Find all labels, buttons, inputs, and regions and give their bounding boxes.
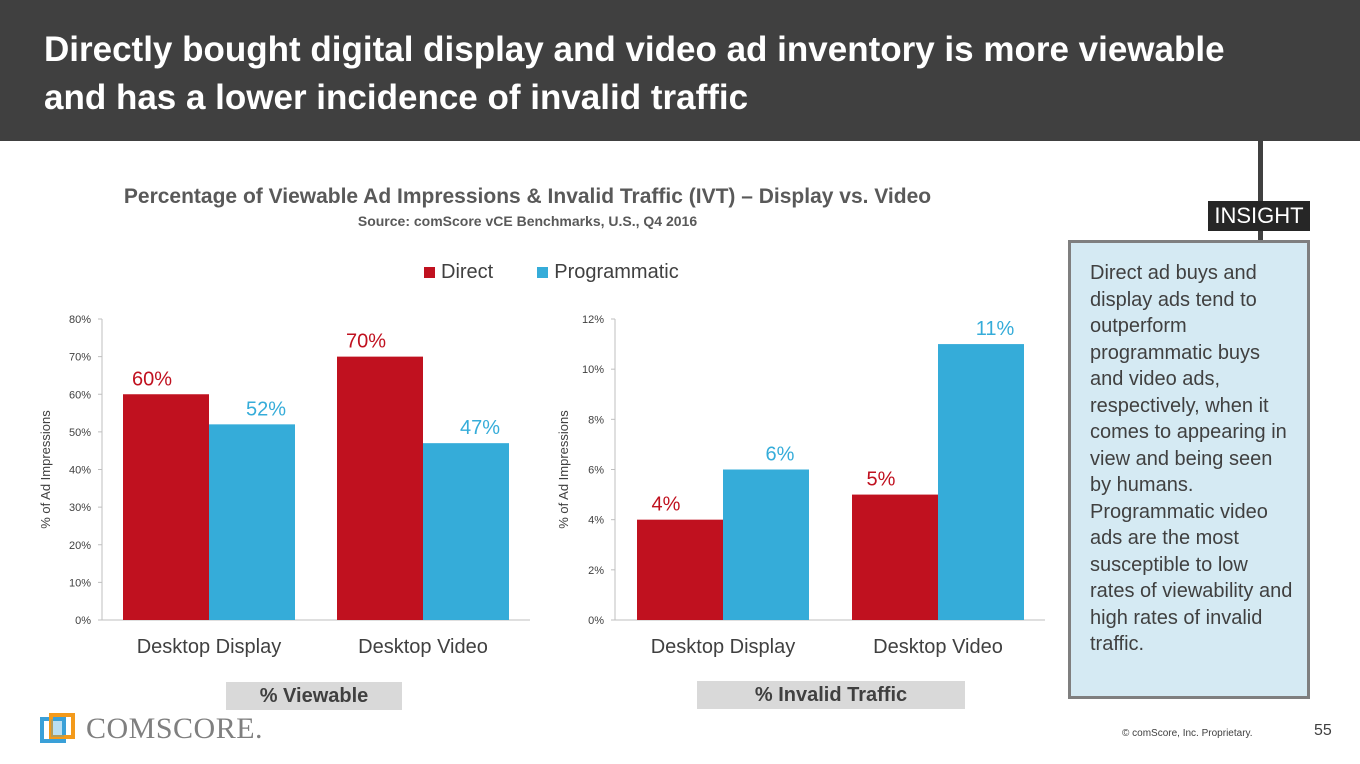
y-tick-label: 40% bbox=[69, 465, 91, 477]
bar-programmatic-desktop-display bbox=[209, 424, 295, 620]
insight-connector-line bbox=[1258, 141, 1263, 241]
legend-item-direct: Direct bbox=[424, 261, 493, 284]
bar-direct-desktop-video bbox=[337, 356, 423, 620]
bar-direct-desktop-video bbox=[852, 494, 938, 620]
bar-programmatic-desktop-video bbox=[938, 344, 1024, 620]
comscore-logo-text: COMSCORE. bbox=[86, 712, 264, 745]
y-tick-label: 50% bbox=[69, 427, 91, 439]
data-label-programmatic: 11% bbox=[976, 318, 1015, 340]
comscore-logo: COMSCORE. bbox=[40, 712, 263, 746]
y-tick-label: 8% bbox=[588, 414, 604, 426]
y-tick-label: 0% bbox=[588, 615, 604, 627]
chart-title: Percentage of Viewable Ad Impressions & … bbox=[123, 185, 932, 208]
insight-text: Direct ad buys and display ads tend to o… bbox=[1090, 262, 1293, 655]
bar-direct-desktop-display bbox=[123, 394, 209, 620]
bar-direct-desktop-display bbox=[637, 519, 723, 620]
y-tick-label: 80% bbox=[69, 314, 91, 326]
data-label-direct: 5% bbox=[867, 469, 896, 491]
x-category-label: Desktop Display bbox=[137, 636, 282, 658]
bar-programmatic-desktop-video bbox=[423, 443, 509, 620]
y-tick-label: 70% bbox=[69, 352, 91, 364]
data-label-programmatic: 6% bbox=[766, 444, 795, 466]
y-tick-label: 6% bbox=[588, 465, 604, 477]
chart-legend: Direct Programmatic bbox=[424, 260, 723, 284]
y-tick-label: 20% bbox=[69, 540, 91, 552]
x-category-label: Desktop Video bbox=[358, 636, 488, 658]
legend-label-direct: Direct bbox=[441, 260, 494, 283]
y-tick-label: 12% bbox=[582, 314, 604, 326]
y-tick-label: 60% bbox=[69, 389, 91, 401]
y-tick-label: 4% bbox=[588, 515, 604, 527]
y-tick-label: 10% bbox=[582, 364, 604, 376]
legend-item-programmatic: Programmatic bbox=[537, 260, 679, 284]
x-category-label: Desktop Display bbox=[651, 636, 796, 658]
data-label-direct: 60% bbox=[132, 368, 172, 390]
bar-charts: 0% 10% 20% 30% 40% 50% 60% 70% 80% % of Ad Impres… bbox=[38, 314, 1045, 658]
data-label-direct: 4% bbox=[652, 494, 681, 516]
y-tick-label: 10% bbox=[69, 577, 91, 589]
data-label-programmatic: 47% bbox=[460, 417, 500, 439]
legend-label-programmatic: Programmatic bbox=[554, 260, 679, 283]
insight-tab: INSIGHT bbox=[1208, 201, 1310, 231]
x-category-label: Desktop Video bbox=[873, 636, 1003, 658]
y-tick-label: 0% bbox=[75, 615, 91, 627]
y-axis-title: % of Ad Impressions bbox=[556, 410, 571, 529]
slide-title: Directly bought digital display and vide… bbox=[44, 30, 1225, 117]
insight-box: Direct ad buys and display ads tend to o… bbox=[1068, 240, 1310, 699]
data-label-direct: 70% bbox=[346, 331, 386, 353]
y-tick-label: 2% bbox=[588, 565, 604, 577]
legend-swatch-programmatic bbox=[537, 266, 549, 278]
page-number: 55 bbox=[1314, 722, 1332, 739]
data-label-programmatic: 52% bbox=[246, 398, 286, 420]
invalid-traffic-caption: % Invalid Traffic bbox=[697, 681, 965, 709]
bar-programmatic-desktop-display bbox=[723, 469, 809, 620]
footer-copyright: © comScore, Inc. Proprietary. bbox=[1122, 728, 1253, 739]
y-axis-title: % of Ad Impressions bbox=[38, 410, 53, 529]
comscore-logo-icon bbox=[40, 713, 75, 743]
viewable-caption: % Viewable bbox=[226, 682, 402, 710]
y-tick-label: 30% bbox=[69, 502, 91, 514]
legend-swatch-direct bbox=[424, 266, 435, 278]
slide-header: Directly bought digital display and vide… bbox=[0, 0, 1360, 141]
chart-source: Source: comScore vCE Benchmarks, U.S., Q… bbox=[357, 213, 698, 229]
